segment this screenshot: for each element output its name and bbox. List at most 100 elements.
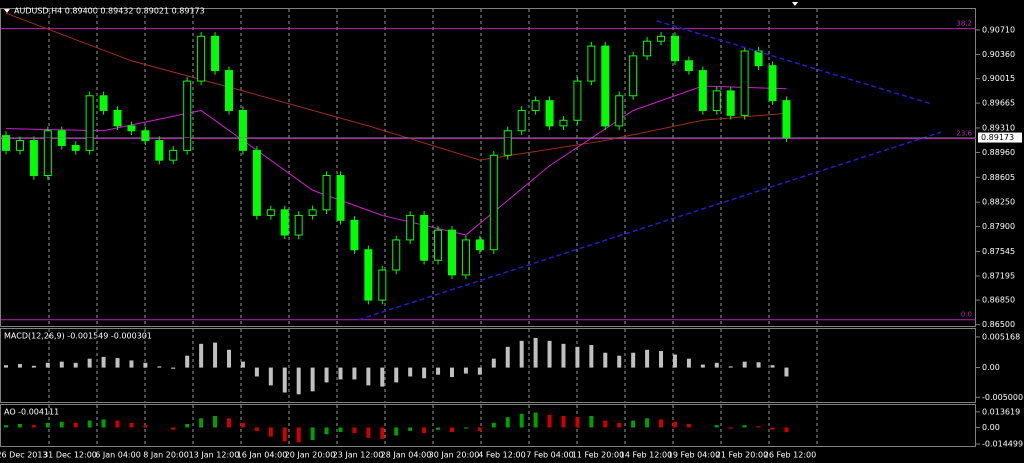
histogram-bar — [686, 358, 691, 368]
x-tick-label: 28 Jan 04:00 — [381, 451, 432, 460]
x-tick-label: 4 Feb 12:00 — [478, 451, 525, 460]
ao-bar — [227, 418, 232, 428]
candle-body — [559, 119, 568, 127]
ao-bar — [380, 427, 385, 439]
candle-body — [768, 65, 777, 102]
y-tick-label: 0.88960 — [982, 148, 1015, 157]
histogram-bar — [380, 367, 385, 387]
chart-title: AUDUSD,H4 0.89400 0.89432 0.89021 0.8917… — [14, 7, 205, 16]
ao-bar — [672, 421, 677, 428]
candle-body — [57, 130, 66, 146]
x-tick-label: 31 Dec 12:00 — [43, 451, 97, 460]
y-tick-label: 0.88250 — [982, 198, 1015, 207]
candle-body — [782, 100, 791, 139]
histogram-bar — [714, 362, 719, 368]
histogram-bar — [505, 346, 510, 368]
histogram-bar — [310, 367, 315, 392]
candle-body — [657, 35, 666, 42]
x-tick-label: 6 Jan 04:00 — [95, 451, 141, 460]
histogram-bar — [185, 355, 190, 368]
ao-bar — [101, 419, 106, 428]
y-tick-label: 0.90710 — [982, 25, 1015, 34]
ao-bar — [617, 422, 622, 428]
histogram-bar — [324, 367, 329, 383]
ao-bar — [268, 427, 273, 437]
histogram-bar — [589, 345, 594, 368]
candle-body — [364, 249, 373, 301]
shift-marker — [792, 2, 798, 6]
candle-body — [2, 135, 11, 151]
histogram-bar — [31, 365, 36, 368]
x-tick-label: 14 Feb 12:00 — [620, 451, 672, 460]
histogram-bar — [533, 337, 538, 368]
x-tick-label: 13 Jan 12:00 — [189, 451, 240, 460]
ao-bar — [756, 426, 761, 428]
ao-bar — [422, 427, 427, 434]
ao-bar — [282, 427, 287, 442]
candle-body — [127, 125, 136, 132]
ao-bar — [659, 419, 664, 428]
histogram-bar — [213, 342, 218, 368]
ao-bar — [561, 415, 566, 428]
ao-bar — [129, 422, 134, 428]
candle-body — [684, 60, 693, 72]
histogram-bar — [519, 340, 524, 368]
ao-bar — [115, 420, 120, 428]
candle-body — [252, 149, 261, 216]
ao-bar — [728, 427, 733, 429]
trendline — [358, 131, 942, 321]
fib-label: 23.6 — [956, 129, 972, 137]
ao-bar — [575, 417, 580, 428]
histogram-bar — [227, 349, 232, 368]
histogram-bar — [603, 352, 608, 368]
candle-body — [266, 209, 275, 216]
histogram-bar — [115, 358, 120, 368]
histogram-bar — [394, 367, 399, 383]
candle-body — [238, 109, 247, 151]
candle-body — [447, 229, 456, 276]
histogram-bar — [199, 343, 204, 368]
ao-bar — [686, 424, 691, 428]
macd-title: MACD(12,26,9) -0.001549 -0.000301 — [4, 332, 152, 341]
x-tick-label: 19 Feb 04:00 — [668, 451, 720, 460]
histogram-bar — [59, 361, 64, 368]
candle-body — [322, 175, 331, 211]
histogram-bar — [87, 358, 92, 368]
histogram-bar — [784, 367, 789, 377]
histogram-bar — [422, 367, 427, 379]
histogram-bar — [770, 365, 775, 368]
candle-body — [43, 130, 52, 177]
ao-bar — [491, 422, 496, 428]
y-tick-label: 0.005168 — [982, 332, 1020, 341]
x-tick-label: 20 Jan 20:00 — [285, 451, 336, 460]
candle-body — [350, 219, 359, 251]
ao-bar — [366, 427, 371, 438]
histogram-bar — [491, 358, 496, 368]
histogram-bar — [240, 361, 245, 368]
ao-bar — [4, 425, 9, 428]
ao-bar — [310, 427, 315, 441]
candle-body — [643, 40, 652, 57]
fib-label: 0.0 — [961, 311, 972, 319]
ao-bar — [296, 427, 301, 443]
ao-bar — [784, 427, 789, 433]
histogram-bar — [547, 340, 552, 368]
y-tick-label: 0.88605 — [982, 173, 1015, 182]
candle-body — [406, 214, 415, 241]
candle-body — [392, 239, 401, 271]
x-tick-label: 11 Feb 20:00 — [572, 451, 624, 460]
ao-bar — [408, 427, 413, 431]
y-tick-label: 0.89310 — [982, 123, 1015, 132]
candle-body — [712, 90, 721, 111]
histogram-bar — [756, 362, 761, 368]
candle-body — [183, 80, 192, 151]
candle-body — [615, 95, 624, 127]
histogram-bar — [700, 364, 705, 368]
ao-bar — [240, 422, 245, 428]
candle-body — [29, 140, 38, 177]
histogram-bar — [143, 362, 148, 368]
ao-bar — [505, 417, 510, 428]
histogram-bar — [463, 367, 468, 374]
ao-title: AO -0.004111 — [4, 408, 59, 417]
y-tick-label: 0.87195 — [982, 271, 1015, 280]
